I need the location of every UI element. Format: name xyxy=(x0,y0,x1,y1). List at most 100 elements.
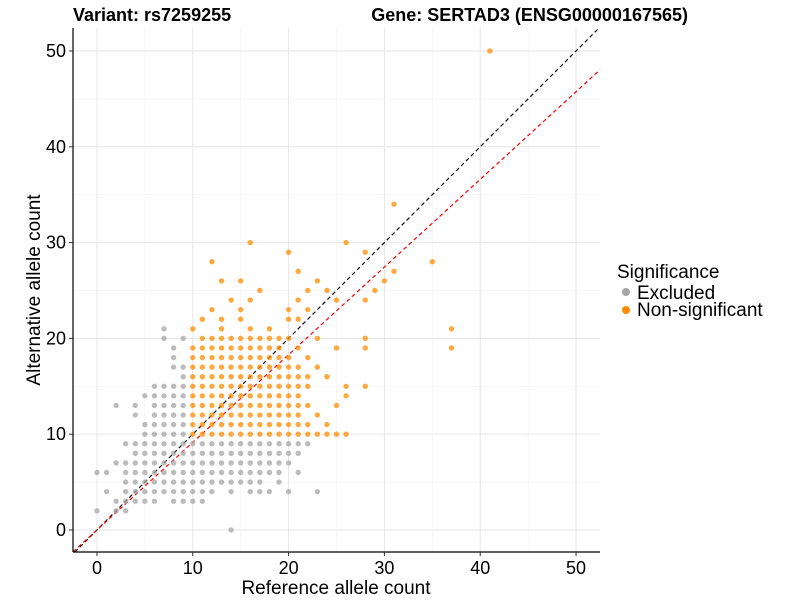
point-excluded xyxy=(170,450,177,457)
point-non-significant xyxy=(247,402,253,409)
point-non-significant xyxy=(237,364,244,370)
point-non-significant xyxy=(257,383,263,389)
point-non-significant xyxy=(295,393,301,399)
point-excluded xyxy=(247,488,253,495)
point-non-significant xyxy=(218,278,225,284)
point-non-significant xyxy=(285,306,292,313)
point-non-significant xyxy=(190,412,196,418)
point-non-significant xyxy=(448,326,455,332)
point-non-significant xyxy=(209,335,215,342)
point-non-significant xyxy=(237,383,244,389)
point-excluded xyxy=(151,479,158,485)
point-excluded xyxy=(161,488,167,495)
point-non-significant xyxy=(266,412,273,418)
point-excluded xyxy=(266,450,273,457)
point-non-significant xyxy=(305,421,311,428)
point-non-significant xyxy=(266,421,273,428)
point-excluded xyxy=(170,460,177,466)
point-excluded xyxy=(295,469,301,476)
point-non-significant xyxy=(247,393,253,399)
point-excluded xyxy=(142,469,148,476)
point-non-significant xyxy=(429,259,436,265)
point-non-significant xyxy=(218,373,225,380)
point-excluded xyxy=(151,441,158,447)
x-tick-label: 40 xyxy=(470,558,490,578)
point-excluded xyxy=(103,488,110,495)
point-excluded xyxy=(199,488,206,495)
point-non-significant xyxy=(228,412,234,418)
point-non-significant xyxy=(218,316,225,322)
point-non-significant xyxy=(333,402,340,409)
point-excluded xyxy=(103,469,110,476)
identity-line xyxy=(74,27,600,553)
point-non-significant xyxy=(247,412,253,418)
point-non-significant xyxy=(295,316,301,322)
point-excluded xyxy=(142,393,148,399)
point-excluded xyxy=(123,498,129,504)
x-tick-label: 30 xyxy=(374,558,394,578)
point-excluded xyxy=(151,498,158,504)
point-excluded xyxy=(170,441,177,447)
point-non-significant xyxy=(295,421,301,428)
point-non-significant xyxy=(305,287,311,294)
point-excluded xyxy=(161,335,167,342)
point-excluded xyxy=(247,460,253,466)
point-non-significant xyxy=(266,364,273,370)
point-non-significant xyxy=(247,421,253,428)
point-non-significant xyxy=(190,354,196,361)
point-excluded xyxy=(180,441,186,447)
point-excluded xyxy=(142,460,148,466)
point-non-significant xyxy=(343,393,349,399)
point-excluded xyxy=(151,402,158,409)
point-non-significant xyxy=(199,393,206,399)
point-excluded xyxy=(132,402,138,409)
point-excluded xyxy=(199,450,206,457)
point-non-significant xyxy=(285,249,292,255)
point-non-significant xyxy=(228,383,234,389)
point-excluded xyxy=(190,450,196,457)
point-non-significant xyxy=(218,383,225,389)
point-excluded xyxy=(161,460,167,466)
point-non-significant xyxy=(266,335,273,342)
point-non-significant xyxy=(209,383,215,389)
y-tick-label: 0 xyxy=(56,520,66,540)
point-non-significant xyxy=(190,364,196,370)
point-excluded xyxy=(180,421,186,428)
point-non-significant xyxy=(190,402,196,409)
point-non-significant xyxy=(324,431,330,437)
point-non-significant xyxy=(237,412,244,418)
point-non-significant xyxy=(237,431,244,437)
point-non-significant xyxy=(257,373,263,380)
point-non-significant xyxy=(199,373,206,380)
point-non-significant xyxy=(295,373,301,380)
point-non-significant xyxy=(391,201,397,207)
point-excluded xyxy=(151,431,158,437)
point-excluded xyxy=(285,488,292,495)
point-non-significant xyxy=(199,364,206,370)
point-excluded xyxy=(295,441,301,447)
point-excluded xyxy=(123,460,129,466)
tick-labels: 0 10 20 30 40 50 0 10 20 30 40 50 xyxy=(46,41,586,578)
point-non-significant xyxy=(276,335,282,342)
point-excluded xyxy=(170,479,177,485)
point-non-significant xyxy=(343,431,349,437)
point-excluded xyxy=(180,393,186,399)
point-non-significant xyxy=(391,268,397,275)
point-non-significant xyxy=(247,326,253,332)
point-non-significant xyxy=(209,373,215,380)
point-non-significant xyxy=(324,373,330,380)
point-excluded xyxy=(247,441,253,447)
point-excluded xyxy=(180,373,186,380)
point-excluded xyxy=(218,441,225,447)
point-non-significant xyxy=(266,383,273,389)
point-excluded xyxy=(170,412,177,418)
point-non-significant xyxy=(276,373,282,380)
point-non-significant xyxy=(237,402,244,409)
point-non-significant xyxy=(266,345,273,351)
point-non-significant xyxy=(266,402,273,409)
point-excluded xyxy=(123,488,129,495)
point-excluded xyxy=(151,460,158,466)
point-excluded xyxy=(180,488,186,495)
point-excluded xyxy=(161,479,167,485)
point-non-significant xyxy=(199,421,206,428)
